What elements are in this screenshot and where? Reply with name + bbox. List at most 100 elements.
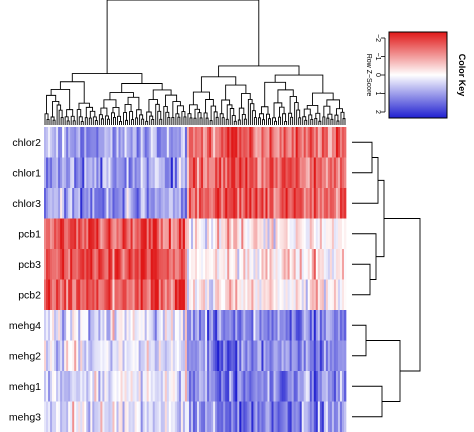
heatmap-cell	[207, 371, 210, 402]
heatmap-cell	[112, 340, 115, 372]
heatmap-cell	[259, 157, 262, 189]
heatmap-cell	[46, 157, 49, 189]
heatmap-cell	[50, 127, 53, 158]
heatmap-cell	[182, 340, 186, 372]
heatmap-cell	[285, 218, 288, 250]
dendrogram-branch	[151, 118, 155, 125]
heatmap-cell	[52, 371, 55, 402]
heatmap-cell	[110, 401, 113, 432]
heatmap-cell	[263, 401, 266, 432]
heatmap-cell	[225, 401, 228, 432]
heatmap-cell	[195, 340, 198, 372]
heatmap-cell	[102, 371, 105, 402]
dendrogram-branch	[268, 118, 271, 125]
heatmap-cell	[297, 371, 301, 402]
heatmap-cell	[317, 340, 321, 372]
heatmap-cell	[64, 218, 67, 250]
heatmap-cell	[172, 188, 176, 219]
heatmap-cell	[144, 157, 148, 189]
heatmap-cell	[108, 340, 111, 372]
heatmap-cell	[315, 279, 319, 311]
heatmap-cell	[90, 249, 93, 280]
heatmap-cell	[158, 340, 162, 372]
heatmap-cell	[58, 401, 61, 432]
heatmap-cell	[192, 127, 196, 158]
heatmap-cell	[188, 127, 192, 158]
heatmap-cell	[199, 127, 202, 158]
heatmap-cell	[227, 371, 230, 402]
heatmap-cell	[166, 279, 170, 311]
heatmap-cell	[58, 157, 61, 189]
heatmap-cell	[195, 188, 198, 219]
heatmap-cell	[231, 218, 234, 250]
heatmap-cells	[44, 127, 347, 432]
heatmap-cell	[315, 310, 319, 341]
heatmap-cell	[211, 401, 214, 432]
heatmap-cell	[130, 249, 133, 280]
heatmap-cell	[221, 401, 224, 432]
color-key-tick-label: −2	[374, 34, 381, 42]
heatmap-cell	[287, 310, 290, 341]
heatmap-cell	[158, 249, 162, 280]
heatmap-cell	[289, 340, 292, 372]
dendrogram-branch	[175, 113, 180, 125]
heatmap-cell	[337, 188, 341, 219]
heatmap-cell	[60, 157, 63, 189]
heatmap-cell	[192, 188, 196, 219]
heatmap-cell	[180, 188, 184, 219]
heatmap-cell	[92, 218, 95, 250]
heatmap-cell	[343, 157, 347, 189]
heatmap-cell	[52, 279, 55, 311]
heatmap-cell	[142, 371, 146, 402]
heatmap-cell	[255, 310, 258, 341]
heatmap-cell	[237, 279, 240, 311]
heatmap-cell	[106, 188, 109, 219]
heatmap-cell	[237, 127, 240, 158]
heatmap-cell	[285, 340, 288, 372]
heatmap-cell	[245, 249, 248, 280]
heatmap-cell	[341, 127, 345, 158]
heatmap-cell	[283, 188, 286, 219]
heatmap-cell	[273, 310, 276, 341]
heatmap-cell	[130, 279, 133, 311]
heatmap-cell	[313, 401, 317, 432]
dendrogram-branch	[66, 120, 70, 125]
heatmap-cell	[269, 371, 272, 402]
column-dendrogram	[44, 0, 346, 125]
heatmap-cell	[247, 218, 250, 250]
heatmap-cell	[281, 371, 284, 402]
heatmap-cell	[182, 401, 186, 432]
heatmap-cell	[74, 157, 77, 189]
heatmap-cell	[221, 249, 224, 280]
heatmap-cell	[160, 157, 164, 189]
heatmap-cell	[205, 249, 208, 280]
heatmap-cell	[319, 157, 323, 189]
heatmap-cell	[323, 279, 327, 311]
heatmap-cell	[211, 218, 214, 250]
heatmap-cell	[126, 218, 129, 250]
heatmap-cell	[213, 340, 216, 372]
heatmap-cell	[297, 218, 301, 250]
heatmap-cell	[160, 401, 164, 432]
heatmap-cell	[323, 218, 327, 250]
heatmap-cell	[233, 157, 236, 189]
heatmap-cell	[213, 310, 216, 341]
heatmap-cell	[321, 340, 325, 372]
heatmap-cell	[166, 157, 170, 189]
heatmap-cell	[295, 279, 299, 311]
dendrogram-branch	[352, 233, 377, 280]
heatmap-cell	[263, 279, 266, 311]
heatmap-cell	[259, 371, 262, 402]
heatmap-cell	[182, 188, 186, 219]
heatmap-cell	[209, 127, 212, 158]
heatmap-cell	[327, 401, 331, 432]
heatmap-cell	[148, 371, 152, 402]
heatmap-cell	[257, 401, 260, 432]
heatmap-cell	[120, 157, 123, 189]
dendrogram-branch	[279, 106, 285, 118]
heatmap-cell	[106, 310, 109, 341]
heatmap-cell	[148, 249, 152, 280]
heatmap-cell	[303, 218, 307, 250]
heatmap-cell	[319, 188, 323, 219]
heatmap-cell	[84, 218, 87, 250]
